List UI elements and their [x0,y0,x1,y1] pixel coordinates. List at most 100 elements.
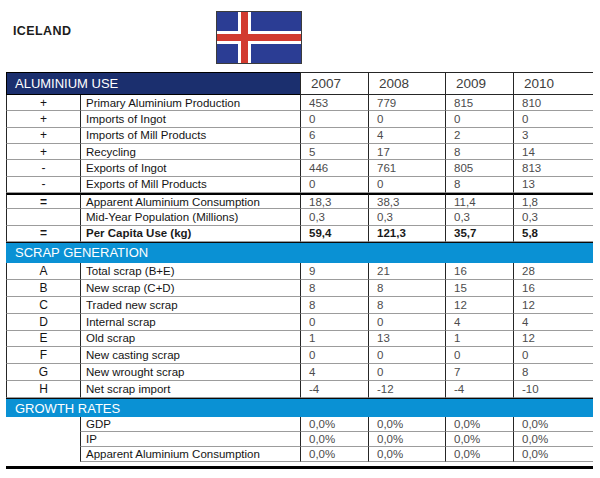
row-label: Per Capita Use (kg) [80,226,300,242]
table-row: CTraded new scrap881212 [6,297,593,314]
cell-value: 8 [300,280,368,297]
section-header-aluminium-use: ALUMINIUM USE [6,72,300,95]
cell-value: 5,8 [513,226,593,242]
table-row: +Imports of Ingot0000 [6,111,593,127]
cell-value: 1,8 [513,193,593,209]
row-operator [6,432,80,447]
row-operator: + [6,111,80,127]
cell-value: 0,0% [300,417,368,432]
table-row: HNet scrap import-4-12-4-10 [6,381,593,398]
cell-value: -10 [513,381,593,398]
cell-value: 8 [445,144,513,160]
cell-value: 0,3 [368,209,445,225]
cell-value: 0 [300,314,368,331]
cell-value: 0 [300,347,368,364]
table-row: GNew wrought scrap4078 [6,364,593,381]
row-operator: + [6,128,80,144]
cell-value: 0 [368,177,445,193]
table-row: GDP0,0%0,0%0,0%0,0% [6,417,593,432]
section-header-growth-rates: GROWTH RATES [6,398,593,417]
cell-value: 0,0% [300,432,368,447]
cell-value: 1 [445,331,513,348]
cell-value: 16 [445,263,513,280]
cell-value: 0,3 [445,209,513,225]
cell-value: 9 [300,263,368,280]
cell-value: 14 [513,144,593,160]
row-label: Mid-Year Population (Millions) [80,209,300,225]
table-row: Mid-Year Population (Millions)0,30,30,30… [6,209,593,225]
row-operator: H [6,381,80,398]
iceland-flag-icon [216,11,302,64]
cell-value: 0 [513,347,593,364]
table-row: DInternal scrap0044 [6,314,593,331]
row-label: Internal scrap [80,314,300,331]
cell-value: 0 [368,347,445,364]
row-operator: = [6,193,80,209]
cell-value: 0,0% [300,447,368,462]
row-label: New casting scrap [80,347,300,364]
row-operator: G [6,364,80,381]
cell-value: 15 [445,280,513,297]
cell-value: 0 [368,364,445,381]
cell-value: 0,0% [513,432,593,447]
row-label: Net scrap import [80,381,300,398]
row-label: New wrought scrap [80,364,300,381]
row-operator [6,209,80,225]
flag-red-cross-horizontal [217,34,301,41]
table-row: =Apparent Aluminium Consumption18,338,31… [6,193,593,209]
cell-value: 4 [513,314,593,331]
section-header-scrap-generation: SCRAP GENERATION [6,242,593,263]
table-header-row: ALUMINIUM USE 2007 2008 2009 2010 [6,72,593,95]
cell-value: 8 [513,364,593,381]
cell-value: 8 [368,280,445,297]
cell-value: 4 [368,128,445,144]
row-operator: - [6,160,80,176]
cell-value: 761 [368,160,445,176]
cell-value: 8 [445,177,513,193]
cell-value: 12 [513,297,593,314]
table-row: BNew scrap (C+D)881516 [6,280,593,297]
cell-value: 4 [445,314,513,331]
cell-value: 16 [513,280,593,297]
cell-value: 2 [445,128,513,144]
row-label: Exports of Ingot [80,160,300,176]
row-label: Recycling [80,144,300,160]
cell-value: -4 [445,381,513,398]
section-growth-rates-rows: GDP0,0%0,0%0,0%0,0%IP0,0%0,0%0,0%0,0%App… [6,417,593,462]
table-row: FNew casting scrap0000 [6,347,593,364]
row-label: Imports of Ingot [80,111,300,127]
table-row: Apparent Aluminium Consumption0,0%0,0%0,… [6,447,593,462]
cell-value: -4 [300,381,368,398]
row-operator: D [6,314,80,331]
row-label: IP [80,432,300,447]
cell-value: 0 [445,347,513,364]
row-operator: A [6,263,80,280]
cell-value: 0 [300,177,368,193]
cell-value: 21 [368,263,445,280]
row-operator: C [6,297,80,314]
cell-value: 0,0% [445,447,513,462]
table-row: +Imports of Mill Products6423 [6,128,593,144]
cell-value: 1 [300,331,368,348]
cell-value: 12 [445,297,513,314]
table-row: IP0,0%0,0%0,0%0,0% [6,432,593,447]
row-label: Primary Aluminium Production [80,95,300,111]
cell-value: 8 [368,297,445,314]
row-label: Exports of Mill Products [80,177,300,193]
year-column-header: 2008 [368,72,445,95]
row-label: Traded new scrap [80,297,300,314]
cell-value: 3 [513,128,593,144]
year-column-header: 2010 [513,72,593,95]
cell-value: 12 [513,331,593,348]
cell-value: 0,3 [300,209,368,225]
cell-value: 13 [513,177,593,193]
cell-value: 0,0% [445,417,513,432]
cell-value: 813 [513,160,593,176]
cell-value: 4 [300,364,368,381]
cell-value: 0,3 [513,209,593,225]
cell-value: 28 [513,263,593,280]
cell-value: 453 [300,95,368,111]
cell-value: 8 [300,297,368,314]
cell-value: 11,4 [445,193,513,209]
cell-value: 17 [368,144,445,160]
